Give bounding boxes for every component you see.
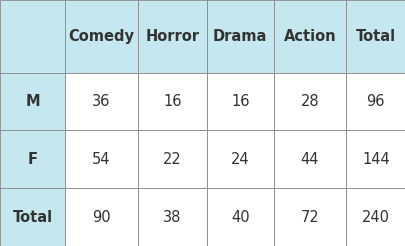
Bar bbox=[206, 188, 273, 246]
Bar bbox=[0, 130, 65, 188]
Text: 44: 44 bbox=[300, 152, 318, 167]
Bar bbox=[138, 73, 206, 130]
Bar bbox=[65, 0, 138, 73]
Text: 96: 96 bbox=[366, 94, 384, 109]
Text: Total: Total bbox=[12, 210, 52, 225]
Bar bbox=[273, 73, 345, 130]
Text: Horror: Horror bbox=[145, 29, 199, 44]
Text: 38: 38 bbox=[163, 210, 181, 225]
Bar bbox=[273, 0, 345, 73]
Text: Action: Action bbox=[283, 29, 335, 44]
Text: 72: 72 bbox=[300, 210, 318, 225]
Bar bbox=[345, 188, 405, 246]
Bar bbox=[65, 188, 138, 246]
Bar bbox=[138, 188, 206, 246]
Text: 54: 54 bbox=[92, 152, 111, 167]
Bar bbox=[65, 73, 138, 130]
Bar bbox=[0, 73, 65, 130]
Bar bbox=[138, 0, 206, 73]
Text: Comedy: Comedy bbox=[68, 29, 134, 44]
Text: 90: 90 bbox=[92, 210, 111, 225]
Text: 16: 16 bbox=[163, 94, 181, 109]
Text: 24: 24 bbox=[230, 152, 249, 167]
Text: 240: 240 bbox=[361, 210, 389, 225]
Bar bbox=[273, 188, 345, 246]
Bar bbox=[206, 130, 273, 188]
Bar bbox=[138, 130, 206, 188]
Bar bbox=[345, 130, 405, 188]
Text: 40: 40 bbox=[230, 210, 249, 225]
Text: M: M bbox=[25, 94, 40, 109]
Bar bbox=[273, 130, 345, 188]
Text: 144: 144 bbox=[361, 152, 389, 167]
Bar bbox=[345, 0, 405, 73]
Bar bbox=[206, 0, 273, 73]
Bar bbox=[0, 0, 65, 73]
Bar bbox=[345, 73, 405, 130]
Bar bbox=[0, 188, 65, 246]
Text: F: F bbox=[28, 152, 37, 167]
Text: Drama: Drama bbox=[213, 29, 267, 44]
Text: 16: 16 bbox=[230, 94, 249, 109]
Text: Total: Total bbox=[355, 29, 395, 44]
Bar bbox=[65, 130, 138, 188]
Text: 36: 36 bbox=[92, 94, 111, 109]
Text: 22: 22 bbox=[163, 152, 181, 167]
Bar bbox=[206, 73, 273, 130]
Text: 28: 28 bbox=[300, 94, 318, 109]
